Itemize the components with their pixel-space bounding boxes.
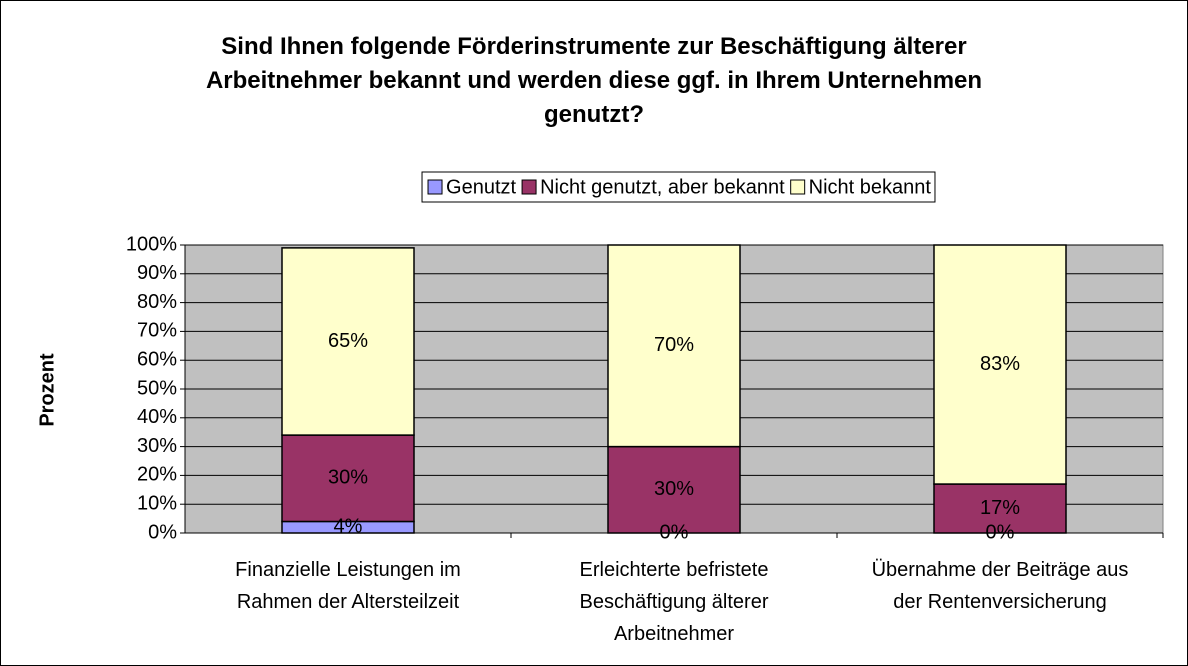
legend-label: Nicht genutzt, aber bekannt bbox=[540, 176, 785, 198]
data-label: 30% bbox=[328, 467, 368, 489]
data-label: 4% bbox=[334, 516, 363, 538]
y-tick-label: 50% bbox=[137, 377, 177, 399]
y-tick-label: 10% bbox=[137, 492, 177, 514]
y-tick-label: 20% bbox=[137, 464, 177, 486]
y-axis-label: Prozent bbox=[36, 353, 58, 427]
x-tick-label: Finanzielle Leistungen im Rahmen der Alte… bbox=[235, 559, 461, 613]
y-tick-label: 30% bbox=[137, 435, 177, 457]
bar-segment bbox=[933, 244, 1067, 485]
data-label: 17% bbox=[980, 497, 1020, 519]
legend-box bbox=[421, 171, 936, 203]
x-tick-label: Erleichterte befristete Beschäftigung ält… bbox=[579, 559, 768, 645]
bar-segment bbox=[607, 244, 741, 448]
data-label: 83% bbox=[980, 353, 1020, 375]
y-tick-label: 90% bbox=[137, 262, 177, 284]
bar-segment bbox=[281, 434, 415, 523]
data-label: 70% bbox=[654, 334, 694, 356]
x-tick-label: Übernahme der Beiträge aus der Rentenvers… bbox=[872, 559, 1129, 613]
data-label: 65% bbox=[328, 330, 368, 352]
y-tick-label: 80% bbox=[137, 291, 177, 313]
data-label: 0% bbox=[986, 521, 1015, 543]
bar-segment bbox=[281, 247, 415, 436]
data-label: 0% bbox=[660, 521, 689, 543]
data-label: 30% bbox=[654, 478, 694, 500]
chart-title: Sind Ihnen folgende Förderinstrumente zu… bbox=[206, 33, 982, 128]
bar-segment bbox=[933, 483, 1067, 534]
y-tick-label: 40% bbox=[137, 406, 177, 428]
legend-swatch bbox=[427, 179, 443, 195]
legend-swatch bbox=[790, 179, 806, 195]
y-tick-label: 0% bbox=[148, 521, 177, 543]
y-tick-label: 60% bbox=[137, 348, 177, 370]
y-tick-label: 70% bbox=[137, 320, 177, 342]
legend-label: Nicht bekannt bbox=[809, 176, 932, 198]
legend-label: Genutzt bbox=[446, 176, 516, 198]
legend-swatch bbox=[521, 179, 537, 195]
y-tick-label: 100% bbox=[126, 233, 177, 255]
